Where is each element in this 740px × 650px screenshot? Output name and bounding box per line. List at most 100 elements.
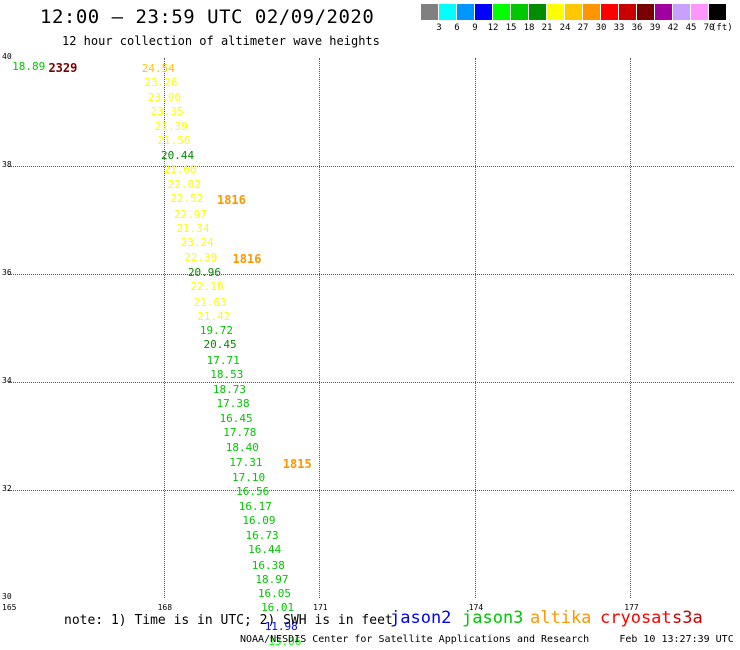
legend-swatch bbox=[637, 4, 654, 20]
page-subtitle: 12 hour collection of altimeter wave hei… bbox=[62, 34, 380, 48]
page-title: 12:00 – 23:59 UTC 02/09/2020 bbox=[40, 6, 375, 28]
wave-height-label: 18.97 bbox=[255, 572, 289, 586]
legend-swatch bbox=[457, 4, 474, 20]
legend-swatch bbox=[565, 4, 582, 20]
legend-tick-label: 15 bbox=[505, 23, 517, 33]
legend-tick-label: 30 bbox=[595, 23, 607, 33]
satellite-jason3-label: jason3 bbox=[462, 608, 524, 628]
map-plot-area[interactable] bbox=[8, 58, 734, 598]
satellite-s3a-label: s3a bbox=[672, 608, 703, 628]
longitude-gridline bbox=[319, 58, 321, 598]
latitude-tick-label: 32 bbox=[2, 484, 12, 493]
legend-swatch bbox=[655, 4, 672, 20]
latitude-tick-label: 36 bbox=[2, 268, 12, 277]
wave-height-label: 11.98 bbox=[264, 620, 298, 634]
wave-height-label: 17.78 bbox=[223, 426, 257, 440]
legend-tick-label: 45 bbox=[685, 23, 697, 33]
wave-height-label: 18.73 bbox=[212, 382, 246, 396]
wave-height-label: 20.96 bbox=[187, 265, 222, 279]
legend-swatch bbox=[547, 4, 564, 20]
legend-tick-label: 36 bbox=[631, 23, 643, 33]
legend-swatch bbox=[439, 4, 456, 20]
wave-height-label: 16.05 bbox=[257, 587, 292, 601]
legend-tick-label: 3 bbox=[436, 23, 442, 33]
wave-height-label: 22.97 bbox=[173, 207, 208, 221]
legend-swatch bbox=[691, 4, 708, 20]
legend-tick-label: 18 bbox=[523, 23, 535, 33]
longitude-tick-label: 165 bbox=[2, 603, 17, 612]
wave-height-label: 23.90 bbox=[148, 91, 182, 105]
legend-unit: (ft) bbox=[711, 23, 733, 33]
pass-time-label: 2329 bbox=[48, 61, 78, 76]
latitude-gridline bbox=[8, 274, 734, 275]
legend-tick-label: 24 bbox=[559, 23, 571, 33]
latitude-gridline bbox=[8, 382, 734, 383]
legend-swatch bbox=[511, 4, 528, 20]
legend-tick-label: 39 bbox=[649, 23, 661, 33]
legend-swatch bbox=[709, 4, 726, 20]
wave-height-label: 18.89 bbox=[12, 60, 46, 74]
pass-time-label: 1816 bbox=[216, 193, 246, 207]
pass-time-label: 1816 bbox=[232, 252, 262, 267]
wave-height-label: 17.38 bbox=[216, 396, 250, 410]
footer-credit: NOAA/NESDIS Center for Satellite Applica… bbox=[240, 634, 740, 645]
legend-tick-label: 12 bbox=[487, 23, 499, 33]
wave-height-label: 20.45 bbox=[203, 338, 237, 352]
legend-tick-label: 33 bbox=[613, 23, 625, 33]
wave-height-label: 23.24 bbox=[180, 236, 214, 250]
longitude-gridline bbox=[163, 58, 165, 598]
satellite-altika-label: altika bbox=[530, 608, 592, 628]
legend-swatch bbox=[583, 4, 600, 20]
wave-height-label: 24.54 bbox=[141, 62, 175, 76]
wave-height-label: 16.38 bbox=[251, 558, 285, 572]
legend-swatch bbox=[619, 4, 636, 20]
legend-tick-label: 6 bbox=[454, 23, 460, 33]
credit-text: NOAA/NESDIS Center for Satellite Applica… bbox=[240, 634, 590, 645]
wave-height-label: 19.72 bbox=[199, 324, 233, 338]
wave-height-label: 17.71 bbox=[206, 354, 240, 367]
legend-tick-label: 21 bbox=[541, 23, 553, 33]
wave-height-label: 22.18 bbox=[190, 280, 224, 294]
wave-height-label: 21.39 bbox=[154, 119, 188, 133]
wave-height-label: 17.10 bbox=[232, 470, 266, 484]
legend-tick-label: 9 bbox=[472, 23, 478, 33]
longitude-tick-label: 174 bbox=[468, 603, 484, 612]
latitude-gridline bbox=[8, 490, 734, 491]
longitude-gridline bbox=[630, 58, 632, 598]
wave-height-label: 21.63 bbox=[193, 295, 227, 309]
wave-height-label: 22.02 bbox=[167, 177, 201, 191]
wave-height-label: 16.56 bbox=[236, 484, 270, 498]
legend-swatch bbox=[673, 4, 690, 20]
latitude-gridline bbox=[8, 166, 734, 167]
latitude-tick-label: 38 bbox=[2, 160, 12, 169]
wave-height-label: 22.39 bbox=[184, 251, 218, 265]
pass-time-label: 1815 bbox=[282, 457, 312, 472]
wave-height-label: 18.40 bbox=[225, 440, 259, 454]
longitude-gridline bbox=[474, 58, 476, 598]
wave-height-label: 23.26 bbox=[144, 75, 178, 89]
latitude-tick-label: 34 bbox=[2, 376, 12, 385]
credit-spacer bbox=[595, 634, 613, 645]
wave-height-label: 21.34 bbox=[176, 221, 210, 235]
legend-swatch bbox=[601, 4, 618, 20]
wave-height-label: 21.60 bbox=[163, 163, 197, 177]
wave-height-label: 16.01 bbox=[261, 601, 295, 615]
satellite-cryosat-label: cryosat bbox=[600, 608, 672, 628]
wave-height-label: 13.06 bbox=[268, 634, 302, 648]
wave-height-label: 20.44 bbox=[160, 149, 195, 163]
longitude-tick-label: 177 bbox=[624, 603, 639, 612]
legend-tick-label: 70 bbox=[703, 23, 715, 33]
legend-swatch bbox=[421, 4, 438, 20]
footer-note: note: 1) Time is in UTC; 2) SWH is in fe… bbox=[64, 613, 393, 628]
credit-timestamp: Feb 10 13:27:39 UTC 2020 bbox=[619, 634, 740, 645]
wave-height-label: 16.44 bbox=[248, 543, 282, 556]
legend-tick-label: 42 bbox=[667, 23, 679, 33]
wave-height-label: 16.45 bbox=[219, 412, 253, 426]
wave-height-label: 23.35 bbox=[150, 105, 184, 119]
longitude-tick-label: 171 bbox=[313, 603, 328, 612]
wave-height-label: 16.73 bbox=[245, 528, 279, 542]
latitude-tick-label: 30 bbox=[2, 592, 12, 601]
wave-height-label: 22.52 bbox=[170, 192, 204, 205]
wave-height-label: 18.53 bbox=[210, 368, 244, 382]
